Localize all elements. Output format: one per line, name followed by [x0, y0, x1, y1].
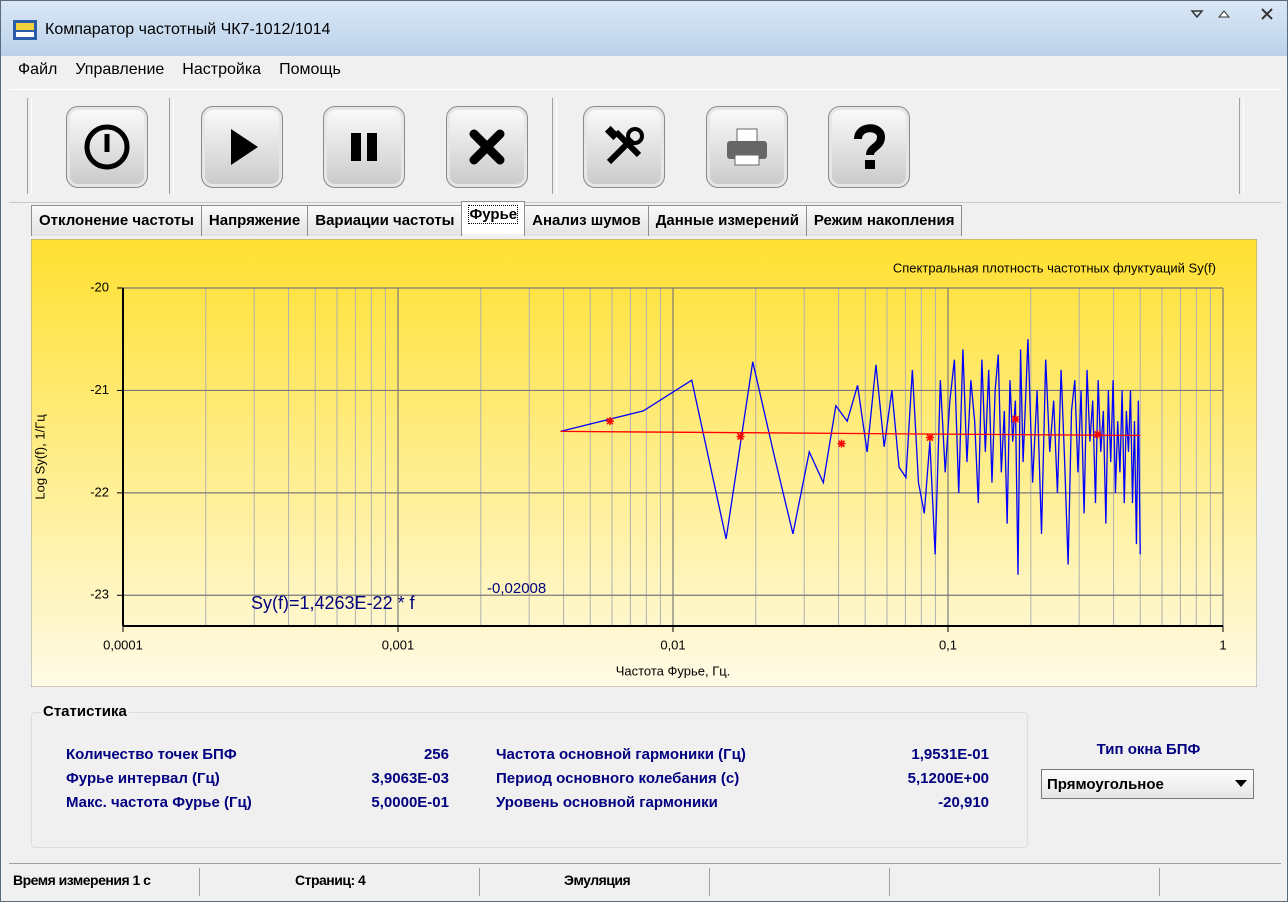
separator	[1239, 98, 1244, 194]
menu-item[interactable]: Помощь	[279, 61, 341, 78]
status-divider	[199, 868, 200, 896]
dropdown-arrow	[1235, 780, 1247, 787]
status-divider	[1159, 868, 1160, 896]
x-tick-label: 0,0001	[103, 637, 143, 652]
stat-value: 5,0000E-01	[371, 794, 449, 811]
app-icon	[13, 20, 37, 40]
stat-value: 1,9531E-01	[911, 746, 989, 763]
tab[interactable]: Вариации частоты	[307, 205, 463, 236]
chart: Спектральная плотность частотных флуктуа…	[31, 239, 1257, 687]
y-tick-label: -21	[90, 382, 109, 397]
marker	[1011, 415, 1020, 424]
series-line	[560, 430, 1141, 437]
pause-button[interactable]	[323, 106, 405, 188]
x-tick-label: 0,01	[660, 637, 685, 652]
y-tick-label: -23	[90, 587, 109, 602]
play-button[interactable]	[201, 106, 283, 188]
title-bar: Компаратор частотный ЧК7-1012/1014	[1, 1, 1287, 56]
dropdown-value: Прямоугольное	[1047, 776, 1164, 793]
tab[interactable]: Данные измерений	[647, 205, 807, 236]
stat-label: Количество точек БПФ	[66, 746, 237, 763]
x-tick-label: 0,1	[939, 637, 957, 652]
tab-label: Данные измерений	[655, 212, 799, 229]
fit-exponent: -0,02008	[487, 580, 546, 597]
menu-item[interactable]: Управление	[75, 61, 165, 78]
window-title: Компаратор частотный ЧК7-1012/1014	[45, 21, 331, 38]
grip	[27, 98, 32, 194]
stat-label: Период основного колебания (с)	[496, 770, 740, 787]
stat-label: Частота основной гармоники (Гц)	[496, 746, 746, 763]
tab[interactable]: Анализ шумов	[524, 205, 649, 236]
separator	[169, 98, 174, 194]
print-button[interactable]	[706, 106, 788, 188]
status-bar: Время измерения 1 с Страниц: 4 Эмуляция	[9, 863, 1281, 900]
tab-label: Фурье	[468, 205, 519, 224]
stat-label: Фурье интервал (Гц)	[66, 770, 220, 787]
stat-value: -20,910	[938, 794, 989, 811]
marker	[1093, 430, 1102, 439]
power-button[interactable]	[66, 106, 148, 188]
tab[interactable]: Фурье	[461, 201, 526, 234]
stat-value: 256	[423, 746, 449, 763]
tab-label: Анализ шумов	[532, 212, 641, 229]
x-tick-label: 1	[1219, 637, 1226, 652]
y-tick-label: -20	[90, 279, 109, 294]
status-text: Страниц: 4	[295, 872, 366, 888]
marker	[736, 432, 745, 441]
stat-label: Макс. частота Фурье (Гц)	[66, 794, 252, 811]
status-divider	[479, 868, 480, 896]
tab[interactable]: Отклонение частоты	[31, 205, 202, 236]
y-tick-label: -22	[90, 484, 109, 499]
tab[interactable]: Режим накопления	[805, 205, 963, 236]
toolbar	[9, 89, 1281, 203]
tab-label: Вариации частоты	[315, 212, 455, 229]
tab-label: Напряжение	[208, 212, 301, 229]
status-text: Эмуляция	[564, 872, 631, 888]
series-line	[560, 339, 1141, 575]
tab-strip: Отклонение частоты Напряжение Вариации час…	[31, 201, 963, 237]
stat-value: 3,9063E-03	[371, 770, 449, 787]
tab-label: Отклонение частоты	[39, 212, 194, 229]
menu-item[interactable]: Файл	[18, 61, 58, 78]
help-button[interactable]	[828, 106, 910, 188]
chart-background	[31, 239, 1257, 687]
statistics-group	[31, 712, 1028, 848]
marker	[605, 417, 614, 426]
fft-window-dropdown[interactable]: Прямоугольное	[1041, 769, 1254, 799]
stop-button[interactable]	[446, 106, 528, 188]
tab[interactable]: Напряжение	[200, 205, 309, 236]
y-axis-label: Log Sy(f), 1/Гц	[32, 414, 47, 500]
fit-formula: Sy(f)=1,4263E-22 * f	[251, 593, 416, 613]
status-divider	[709, 868, 710, 896]
separator	[552, 98, 557, 194]
stat-value: 5,1200E+00	[907, 770, 989, 787]
fft-window-label: Тип окна БПФ	[1096, 741, 1201, 758]
stat-label: Уровень основной гармоники	[496, 794, 718, 811]
settings-button[interactable]	[583, 106, 665, 188]
menu-bar: Файл Управление Настройка Помощь	[9, 59, 1281, 87]
x-axis-label: Частота Фурье, Гц.	[616, 663, 731, 678]
marker	[837, 439, 846, 448]
chart-title: Спектральная плотность частотных флуктуа…	[893, 260, 1216, 275]
status-text: Время измерения 1 с	[13, 872, 151, 888]
menu-item[interactable]: Настройка	[182, 61, 262, 78]
group-title: Статистика	[41, 703, 129, 720]
marker	[925, 433, 934, 442]
tab-label: Режим накопления	[813, 212, 955, 229]
status-divider	[889, 868, 890, 896]
x-tick-label: 0,001	[382, 637, 415, 652]
window-controls[interactable]	[1186, 3, 1286, 33]
